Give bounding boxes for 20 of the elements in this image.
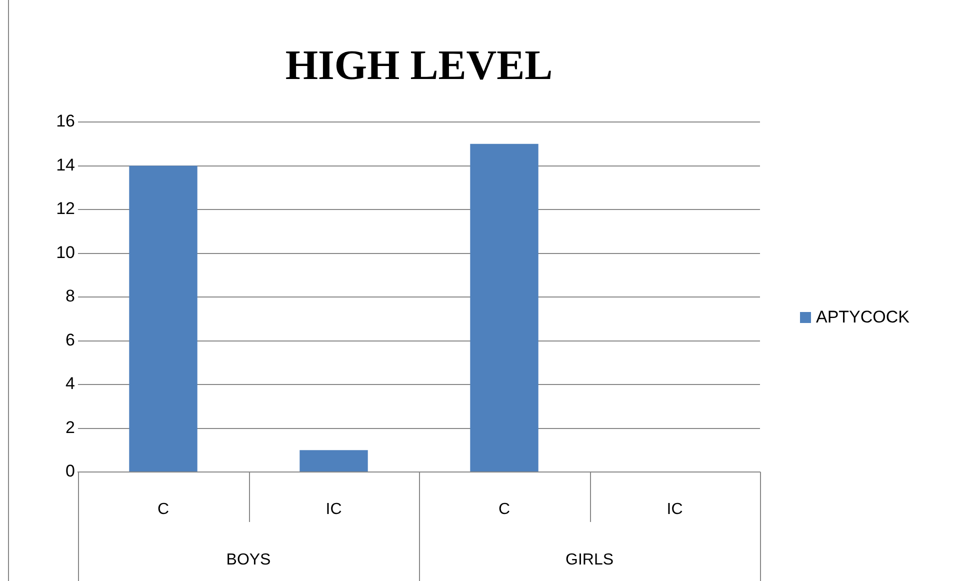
bar: [470, 144, 538, 472]
bar: [300, 450, 368, 472]
text: BOYS: [226, 551, 271, 568]
y-tick-label: 4: [66, 374, 75, 394]
x-tick-label: IC: [666, 501, 683, 518]
y-tick-label: 2: [66, 418, 75, 437]
bar: [129, 166, 198, 472]
y-tick-label: 10: [56, 242, 75, 262]
y-tick-label: 12: [56, 199, 75, 218]
legend-label: APTYCOCK: [816, 308, 910, 327]
y-tick-label: 16: [56, 112, 75, 131]
y-tick-label: 8: [66, 286, 75, 306]
x-tick-label: IC: [326, 501, 342, 518]
x-tick-label: C: [157, 501, 170, 518]
y-tick-label: 0: [66, 462, 75, 481]
x-tick-label: C: [498, 501, 510, 518]
chart-title: HIGH LEVEL: [285, 42, 553, 89]
text: GIRLS: [565, 551, 614, 568]
y-tick-label: 14: [56, 155, 75, 174]
y-tick-label: 6: [66, 330, 75, 350]
